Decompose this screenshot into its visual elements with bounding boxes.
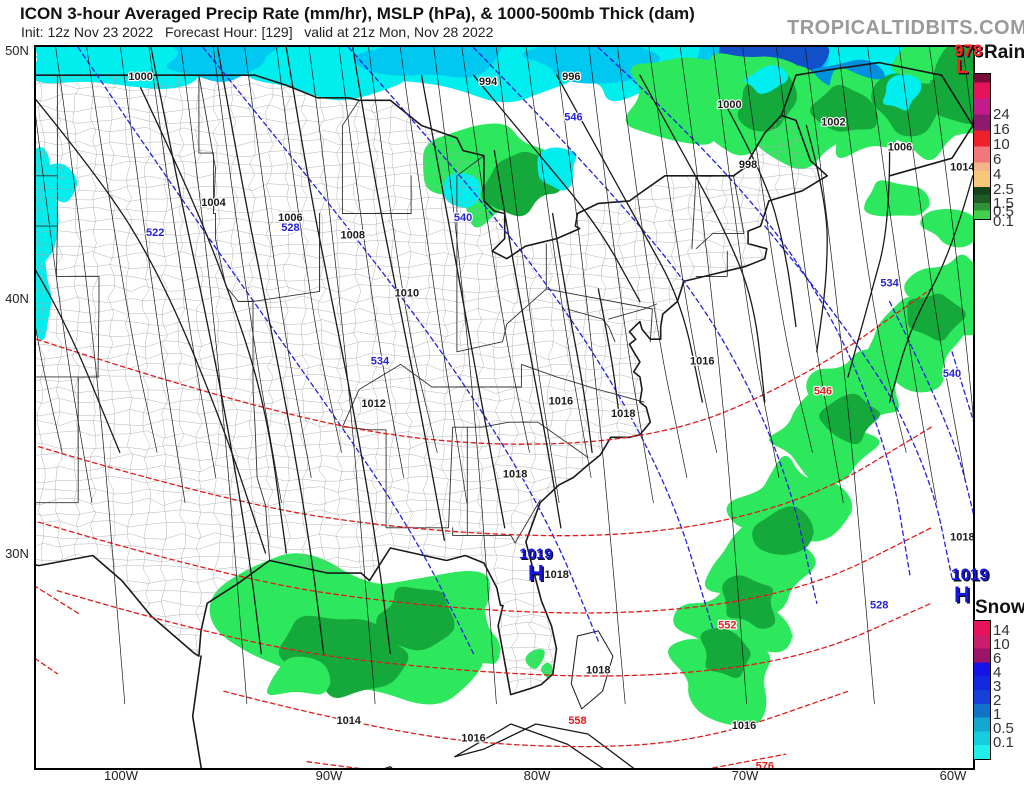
svg-text:534: 534: [371, 355, 390, 367]
svg-text:1016: 1016: [690, 355, 714, 367]
svg-text:996: 996: [562, 71, 580, 83]
svg-text:1000: 1000: [717, 99, 741, 111]
svg-text:1016: 1016: [732, 720, 756, 732]
svg-text:552: 552: [718, 619, 736, 631]
svg-text:1002: 1002: [821, 117, 845, 129]
svg-text:1018: 1018: [544, 569, 568, 581]
svg-text:H: H: [528, 561, 544, 586]
svg-text:522: 522: [146, 227, 164, 239]
svg-text:998: 998: [739, 159, 757, 171]
svg-text:1004: 1004: [201, 197, 226, 209]
svg-text:1018: 1018: [611, 408, 635, 420]
svg-text:1014: 1014: [950, 162, 973, 174]
svg-text:1016: 1016: [461, 733, 485, 745]
svg-text:1016: 1016: [549, 396, 573, 408]
svg-text:1018: 1018: [586, 665, 610, 677]
svg-text:1006: 1006: [278, 212, 302, 224]
svg-text:534: 534: [880, 277, 899, 289]
svg-text:994: 994: [479, 76, 498, 88]
svg-text:1012: 1012: [361, 398, 385, 410]
svg-text:1018: 1018: [503, 469, 527, 481]
svg-text:1018: 1018: [950, 531, 973, 543]
svg-text:540: 540: [943, 368, 961, 380]
svg-text:540: 540: [454, 212, 472, 224]
svg-text:546: 546: [814, 386, 832, 398]
svg-text:1010: 1010: [395, 288, 419, 300]
svg-text:528: 528: [870, 599, 888, 611]
svg-text:558: 558: [568, 715, 586, 727]
svg-text:1000: 1000: [128, 71, 152, 83]
svg-text:1014: 1014: [336, 715, 361, 727]
svg-text:1008: 1008: [341, 230, 365, 242]
svg-text:1006: 1006: [888, 142, 912, 154]
svg-text:546: 546: [564, 111, 582, 123]
svg-text:576: 576: [756, 760, 774, 768]
